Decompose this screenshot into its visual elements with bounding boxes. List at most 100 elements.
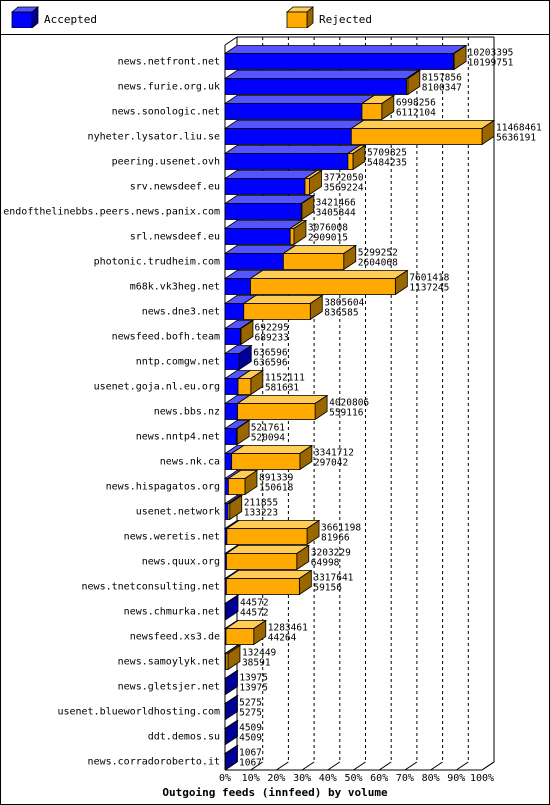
bar-rejected-top [349, 120, 496, 129]
bar-accepted-side [225, 594, 239, 621]
value-label-total: 6998256 [396, 98, 436, 109]
y-category-label: news.samoylyk.net [118, 657, 220, 668]
bar-accepted [224, 228, 291, 245]
x-tick-label: 50% [344, 773, 362, 784]
bar-accepted-top [223, 145, 362, 154]
bar-rejected [227, 503, 231, 520]
value-label-total: 10203395 [468, 48, 514, 59]
floor-tick [378, 761, 392, 771]
bar-accepted [224, 703, 226, 720]
value-label-total: 132449 [242, 648, 277, 659]
bar-rejected [231, 453, 301, 470]
bar-rejected [406, 78, 409, 95]
value-label-total: 5709825 [367, 148, 407, 159]
y-category-label: news.hispagatos.org [106, 482, 220, 493]
y-category-label: usenet.network [136, 507, 220, 518]
floor-tick [327, 761, 341, 771]
bar-rejected-top [249, 270, 409, 279]
value-label-total: 1283461 [268, 623, 308, 634]
bar-rejected-top [236, 395, 329, 404]
bar-rejected [350, 128, 483, 145]
x-tick-label: 80% [422, 773, 440, 784]
value-label-total: 8157856 [422, 73, 462, 84]
bar-accepted-top [223, 220, 304, 229]
y-category-label: news.sonologic.net [112, 107, 220, 118]
legend-label-accepted: Accepted [44, 13, 97, 26]
value-label-accepted: 581631 [265, 383, 300, 394]
bar-accepted [224, 603, 227, 620]
bar-rejected [226, 528, 308, 545]
y-category-label: news.corradoroberto.it [88, 757, 220, 768]
bar-accepted-top [223, 195, 315, 204]
bar-rejected [282, 253, 345, 270]
value-label-total: 3341712 [314, 448, 354, 459]
bar-rejected [250, 278, 396, 295]
bar-accepted-top [223, 170, 319, 179]
x-tick-label: 20% [267, 773, 285, 784]
value-label-accepted: 559116 [329, 408, 364, 419]
value-label-accepted: 636596 [253, 358, 288, 369]
value-label-total: 211855 [244, 498, 278, 509]
x-axis-title: Outgoing feeds (innfeed) by volume [162, 786, 388, 799]
bar-accepted-top [223, 120, 365, 129]
floor-tick [276, 761, 289, 771]
bar-accepted [224, 278, 251, 295]
floor-tick [301, 761, 315, 771]
bar-rejected [227, 478, 246, 495]
bar-accepted [224, 503, 229, 520]
bar-accepted-side [225, 669, 238, 696]
value-label-total: 4509 [239, 723, 262, 734]
value-label-total: 7601418 [409, 273, 449, 284]
y-category-label: peering.usenet.ovh [112, 157, 220, 168]
value-label-accepted: 81966 [321, 533, 350, 544]
value-label-accepted: 3405844 [316, 208, 356, 219]
bar-accepted [224, 353, 240, 370]
bar-accepted-top [223, 70, 420, 79]
bar-rejected [240, 328, 242, 345]
legend-swatch-accepted [10, 6, 40, 28]
bar-accepted [224, 728, 226, 745]
value-label-total: 5299252 [358, 248, 398, 259]
y-category-label: srv.newsdeef.eu [130, 182, 220, 193]
y-category-label: newsfeed.xs3.de [130, 632, 220, 643]
value-label-accepted: 64998 [311, 558, 340, 569]
floor-tick [456, 761, 469, 771]
y-category-label: news.furie.org.uk [118, 82, 220, 93]
value-label-accepted: 4509 [239, 733, 262, 744]
y-category-label: nyheter.lysator.liu.se [88, 132, 220, 143]
floor-tick [353, 761, 366, 771]
bar-rejected [289, 228, 295, 245]
bar-accepted [224, 303, 245, 320]
bar-rejected-top [242, 295, 324, 304]
bar-accepted [224, 678, 226, 695]
bar-accepted-top [223, 95, 376, 104]
bar-rejected [226, 553, 298, 570]
bar-accepted [224, 328, 241, 345]
value-label-accepted: 2604068 [358, 258, 398, 269]
value-label-accepted: 6112104 [396, 108, 436, 119]
value-label-accepted: 836585 [324, 308, 358, 319]
value-label-total: 5275 [239, 698, 262, 709]
y-category-label: photonic.trudheim.com [94, 257, 220, 268]
y-category-label: news.gletsjer.net [118, 682, 220, 693]
legend-swatch-rejected [285, 6, 315, 28]
plot-corner-right [481, 761, 495, 771]
x-tick-label: 0% [219, 773, 231, 784]
value-label-total: 891339 [259, 473, 294, 484]
bar-rejected [243, 303, 311, 320]
y-category-label: news.netfront.net [118, 57, 220, 68]
value-label-accepted: 44572 [240, 608, 269, 619]
value-label-accepted: 2909015 [308, 233, 348, 244]
y-category-label: usenet.goja.nl.eu.org [94, 382, 220, 393]
x-tick-label: 30% [293, 773, 311, 784]
bar-rejected-side [227, 644, 241, 671]
x-tick-label: 60% [370, 773, 388, 784]
bar-accepted [224, 153, 349, 170]
value-label-accepted: 5484235 [367, 158, 407, 169]
value-label-accepted: 10199751 [468, 58, 514, 69]
y-category-label: news.bbs.nz [154, 407, 220, 418]
x-tick-label: 90% [447, 773, 465, 784]
floor-tick [404, 761, 418, 771]
bar-accepted-top [223, 45, 467, 54]
bar-accepted [224, 453, 233, 470]
